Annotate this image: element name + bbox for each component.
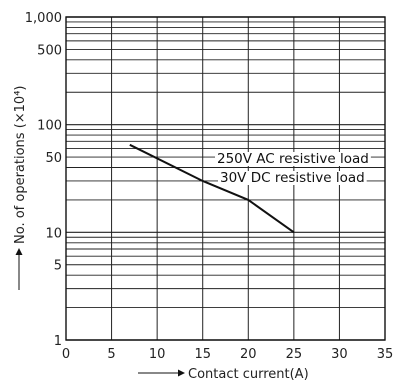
annotation-dc-load: 30V DC resistive load — [220, 170, 365, 186]
x-tick-label: 35 — [377, 347, 394, 362]
annotation-ac-load: 250V AC resistive load — [217, 151, 369, 167]
plot-frame — [65, 16, 386, 341]
y-axis-arrow-head — [15, 248, 23, 255]
y-tick-label: 500 — [37, 43, 62, 58]
y-tick-label: 1,000 — [25, 11, 62, 26]
x-tick-label: 0 — [62, 347, 70, 362]
grid — [65, 16, 386, 341]
x-tick-label: 5 — [107, 347, 115, 362]
x-axis-arrow-head — [178, 369, 185, 377]
x-axis-title-group: Contact current(A) — [138, 367, 309, 382]
x-axis-title: Contact current(A) — [188, 367, 309, 382]
y-tick-label: 1 — [54, 334, 62, 349]
annotation-background — [218, 171, 367, 185]
y-axis-title: No. of operations (×10⁴) — [13, 86, 28, 245]
x-tick-label: 20 — [240, 347, 257, 362]
x-tick-label: 25 — [286, 347, 303, 362]
y-tick-label: 10 — [45, 226, 62, 241]
x-tick-label: 15 — [194, 347, 211, 362]
y-tick-label: 5 — [54, 259, 62, 274]
annotation-background — [215, 152, 371, 166]
series — [129, 143, 295, 234]
x-tick-label: 10 — [149, 347, 166, 362]
y-tick-label: 100 — [37, 119, 62, 134]
y-tick-label: 50 — [45, 151, 62, 166]
x-tick-label: 30 — [331, 347, 348, 362]
series-line — [129, 143, 295, 234]
y-axis-title-group: No. of operations (×10⁴) — [13, 86, 28, 290]
